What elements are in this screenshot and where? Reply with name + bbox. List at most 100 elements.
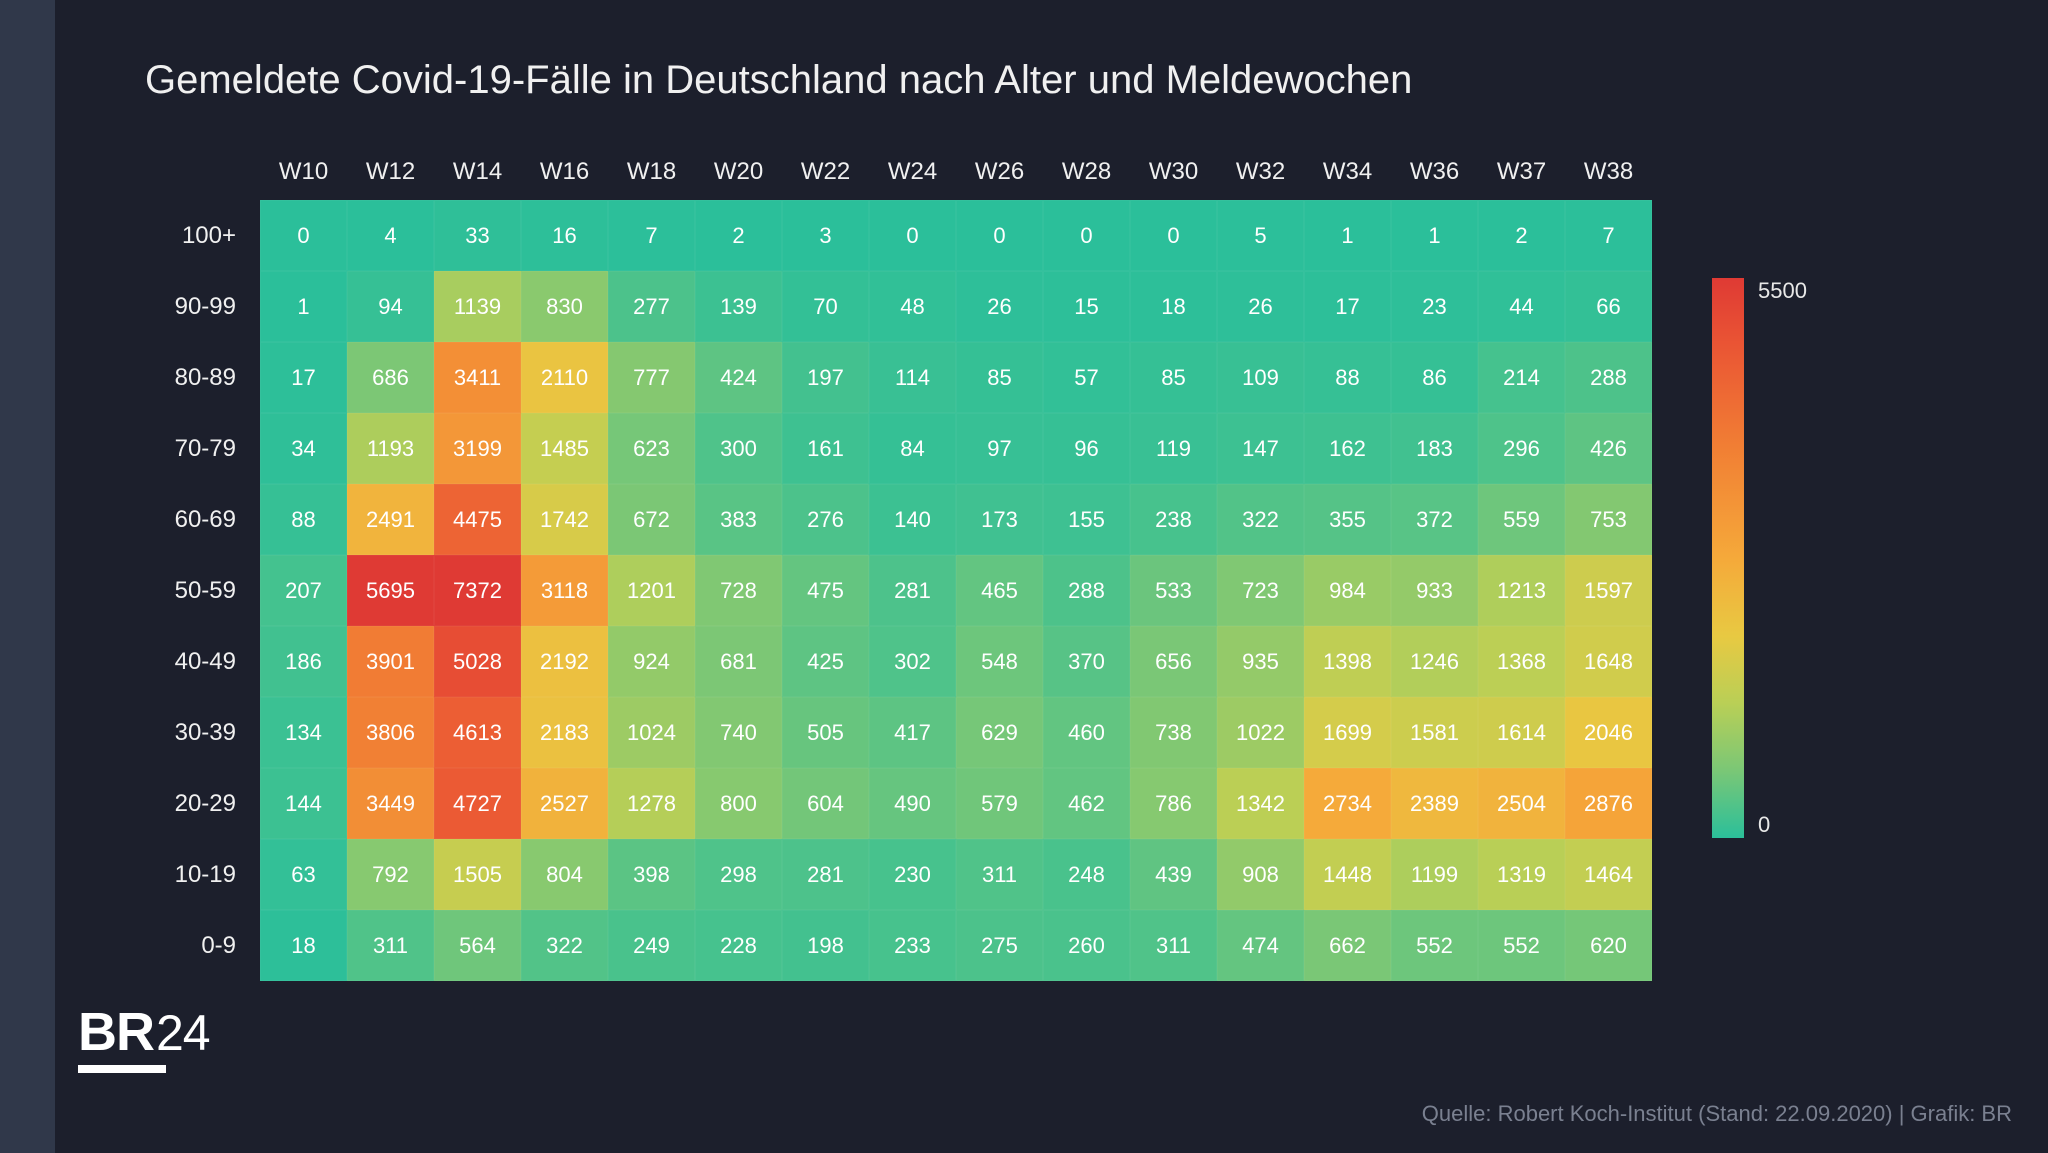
heatmap-cell: 230 <box>869 839 956 910</box>
heatmap-cell: 505 <box>782 697 869 768</box>
heatmap-cell: 460 <box>1043 697 1130 768</box>
heatmap-cell: 552 <box>1391 910 1478 981</box>
row-label: 30-39 <box>145 719 260 747</box>
column-header: W24 <box>869 158 956 200</box>
row-label: 70-79 <box>145 435 260 463</box>
heatmap-row: 20-2914434494727252712788006044905794627… <box>145 768 1652 839</box>
heatmap-cell: 662 <box>1304 910 1391 981</box>
heatmap-cell: 26 <box>1217 271 1304 342</box>
heatmap-cell: 322 <box>1217 484 1304 555</box>
heatmap-cell: 114 <box>869 342 956 413</box>
heatmap-cell: 140 <box>869 484 956 555</box>
heatmap-cell: 738 <box>1130 697 1217 768</box>
column-header: W26 <box>956 158 1043 200</box>
heatmap-cell: 935 <box>1217 626 1304 697</box>
heatmap-cell: 198 <box>782 910 869 981</box>
heatmap-cell: 0 <box>956 200 1043 271</box>
heatmap-cell: 94 <box>347 271 434 342</box>
heatmap-cell: 2389 <box>1391 768 1478 839</box>
column-header: W38 <box>1565 158 1652 200</box>
heatmap-cell: 183 <box>1391 413 1478 484</box>
heatmap-cell: 355 <box>1304 484 1391 555</box>
heatmap-cell: 155 <box>1043 484 1130 555</box>
heatmap-cell: 228 <box>695 910 782 981</box>
column-header: W12 <box>347 158 434 200</box>
heatmap-cell: 26 <box>956 271 1043 342</box>
heatmap-cell: 119 <box>1130 413 1217 484</box>
heatmap-cell: 85 <box>1130 342 1217 413</box>
heatmap-cell: 2527 <box>521 768 608 839</box>
heatmap-cell: 1246 <box>1391 626 1478 697</box>
heatmap-cell: 1 <box>260 271 347 342</box>
heatmap-cell: 800 <box>695 768 782 839</box>
heatmap-cell: 281 <box>782 839 869 910</box>
heatmap-cell: 139 <box>695 271 782 342</box>
heatmap-cell: 1 <box>1391 200 1478 271</box>
heatmap-cell: 207 <box>260 555 347 626</box>
chart-content: Gemeldete Covid-19-Fälle in Deutschland … <box>55 0 2048 1153</box>
heatmap-cell: 2 <box>695 200 782 271</box>
heatmap-row: 60-6988249144751742672383276140173155238… <box>145 484 1652 555</box>
heatmap-cell: 214 <box>1478 342 1565 413</box>
heatmap-cell: 2734 <box>1304 768 1391 839</box>
heatmap-cell: 465 <box>956 555 1043 626</box>
heatmap-cell: 173 <box>956 484 1043 555</box>
heatmap-cell: 302 <box>869 626 956 697</box>
heatmap-cell: 162 <box>1304 413 1391 484</box>
heatmap-cell: 723 <box>1217 555 1304 626</box>
heatmap-cell: 0 <box>1130 200 1217 271</box>
heatmap-cell: 984 <box>1304 555 1391 626</box>
row-label: 100+ <box>145 222 260 250</box>
logo-underline <box>78 1065 166 1073</box>
heatmap-cell: 17 <box>1304 271 1391 342</box>
heatmap-cell: 2110 <box>521 342 608 413</box>
heatmap-row: 80-8917686341121107774241971148557851098… <box>145 342 1652 413</box>
heatmap-cell: 804 <box>521 839 608 910</box>
heatmap-cell: 830 <box>521 271 608 342</box>
column-header: W18 <box>608 158 695 200</box>
heatmap-cell: 3449 <box>347 768 434 839</box>
heatmap-cell: 3806 <box>347 697 434 768</box>
heatmap-cell: 426 <box>1565 413 1652 484</box>
heatmap-cell: 924 <box>608 626 695 697</box>
source-attribution: Quelle: Robert Koch-Institut (Stand: 22.… <box>1422 1101 2012 1127</box>
heatmap-cell: 1278 <box>608 768 695 839</box>
heatmap-cell: 3 <box>782 200 869 271</box>
heatmap-cell: 439 <box>1130 839 1217 910</box>
heatmap-cell: 161 <box>782 413 869 484</box>
heatmap-cell: 908 <box>1217 839 1304 910</box>
heatmap-cell: 656 <box>1130 626 1217 697</box>
heatmap-cell: 1742 <box>521 484 608 555</box>
heatmap-row: 40-4918639015028219292468142530254837065… <box>145 626 1652 697</box>
heatmap-cell: 792 <box>347 839 434 910</box>
heatmap-cell: 44 <box>1478 271 1565 342</box>
heatmap-cell: 933 <box>1391 555 1478 626</box>
column-header: W28 <box>1043 158 1130 200</box>
heatmap-cell: 311 <box>956 839 1043 910</box>
heatmap-cell: 559 <box>1478 484 1565 555</box>
legend-min-label: 0 <box>1758 812 1807 838</box>
heatmap-cell: 4727 <box>434 768 521 839</box>
column-header: W20 <box>695 158 782 200</box>
heatmap-cell: 2046 <box>1565 697 1652 768</box>
row-label: 80-89 <box>145 364 260 392</box>
heatmap-cell: 786 <box>1130 768 1217 839</box>
heatmap-cell: 5695 <box>347 555 434 626</box>
column-header: W34 <box>1304 158 1391 200</box>
heatmap-cell: 3199 <box>434 413 521 484</box>
heatmap-cell: 300 <box>695 413 782 484</box>
heatmap-cell: 2183 <box>521 697 608 768</box>
heatmap-cell: 777 <box>608 342 695 413</box>
legend-max-label: 5500 <box>1758 278 1807 304</box>
heatmap-cell: 1505 <box>434 839 521 910</box>
column-header: W16 <box>521 158 608 200</box>
heatmap-row: 30-3913438064613218310247405054176294607… <box>145 697 1652 768</box>
heatmap-cell: 96 <box>1043 413 1130 484</box>
row-label: 0-9 <box>145 932 260 960</box>
heatmap-cell: 186 <box>260 626 347 697</box>
column-header: W10 <box>260 158 347 200</box>
heatmap-cell: 1213 <box>1478 555 1565 626</box>
heatmap-cell: 1342 <box>1217 768 1304 839</box>
heatmap-cell: 740 <box>695 697 782 768</box>
heatmap-cell: 2 <box>1478 200 1565 271</box>
